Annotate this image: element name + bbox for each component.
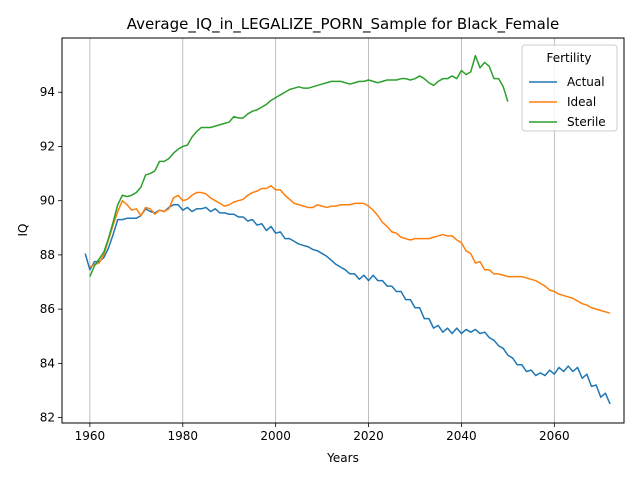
x-axis-label: Years <box>326 451 359 465</box>
x-tick-label: 1960 <box>75 429 106 443</box>
x-tick-label: 2060 <box>539 429 570 443</box>
y-tick-label: 82 <box>40 411 55 425</box>
series-line-actual <box>84 203 611 405</box>
y-axis-label: IQ <box>16 224 30 237</box>
x-tick-label: 2040 <box>446 429 477 443</box>
y-tick-label: 94 <box>40 85 55 99</box>
chart-title: Average_IQ_in_LEGALIZE_PORN_Sample for B… <box>127 15 559 34</box>
x-tick-label: 1980 <box>167 429 198 443</box>
legend-label-sterile: Sterile <box>567 115 606 129</box>
series-line-sterile <box>89 54 509 277</box>
legend-entries: Actual Ideal Sterile <box>529 75 606 129</box>
y-tick-label: 84 <box>40 356 55 370</box>
legend-label-actual: Actual <box>567 75 605 89</box>
x-tick-label: 2000 <box>260 429 291 443</box>
legend-box <box>521 44 618 132</box>
x-tick-label: 2020 <box>353 429 384 443</box>
plot-frame <box>61 37 625 424</box>
y-tick-label: 86 <box>40 302 55 316</box>
grid-lines <box>89 38 555 423</box>
y-tick-label: 92 <box>40 139 55 153</box>
legend-title: Fertility <box>546 51 591 65</box>
y-tick-label: 90 <box>40 194 55 208</box>
series-line-ideal <box>89 185 611 314</box>
legend: Fertility Actual Ideal Sterile <box>521 44 618 132</box>
axis-ticks: 1960 1980 2000 2020 2040 2060 82 84 86 88 90 92 94 <box>40 85 570 443</box>
series-lines <box>84 54 611 405</box>
legend-label-ideal: Ideal <box>567 95 596 109</box>
y-tick-label: 88 <box>40 248 55 262</box>
